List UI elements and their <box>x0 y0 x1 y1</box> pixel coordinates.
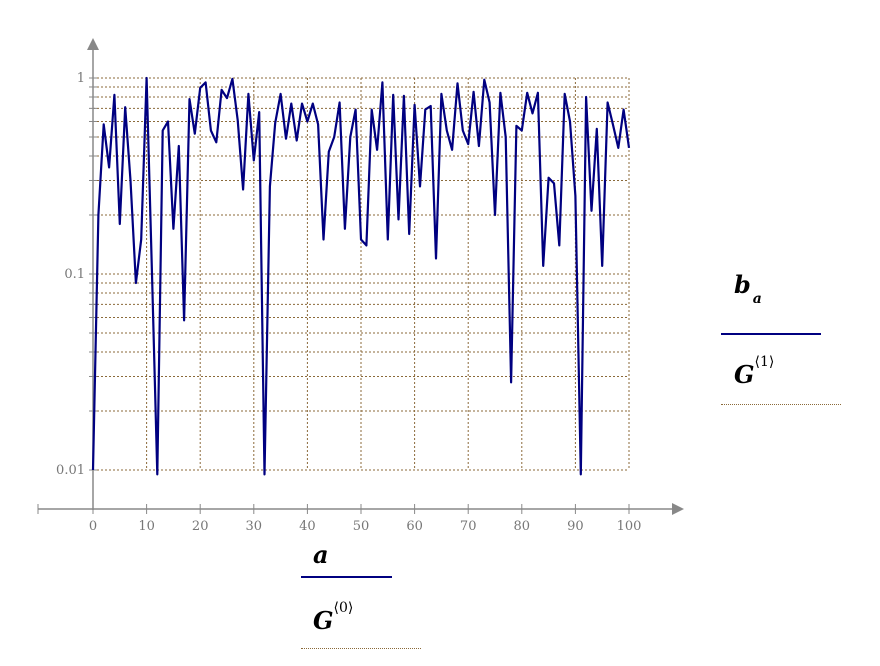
y-grid-superscript: ⟨1⟩ <box>754 354 775 370</box>
y-trace-label: b <box>734 270 751 299</box>
y-legend-trace-line <box>721 333 821 335</box>
svg-text:0.1: 0.1 <box>64 267 85 282</box>
svg-text:0.01: 0.01 <box>56 463 85 478</box>
x-legend-trace: a <box>313 540 329 569</box>
x-legend-grid: G⟨0⟩ <box>313 600 353 635</box>
y-legend-trace: ba <box>734 270 762 307</box>
svg-text:50: 50 <box>353 519 370 534</box>
grid-lines <box>89 77 630 471</box>
svg-text:90: 90 <box>567 519 584 534</box>
tick-labels: 0 10 20 30 40 50 60 70 80 90 100 0.01 0.1 1 <box>56 71 641 534</box>
x-trace-label: a <box>313 540 329 569</box>
y-legend-grid: G⟨1⟩ <box>734 354 774 389</box>
y-trace-subscript: a <box>752 291 762 308</box>
data-trace <box>91 76 631 476</box>
svg-text:70: 70 <box>460 519 477 534</box>
x-legend-trace-line <box>301 576 392 578</box>
svg-text:60: 60 <box>406 519 423 534</box>
svg-text:1: 1 <box>77 71 85 86</box>
svg-text:80: 80 <box>514 519 531 534</box>
x-grid-label: G <box>313 606 334 635</box>
x-grid-superscript: ⟨0⟩ <box>333 600 354 616</box>
svg-text:30: 30 <box>246 519 263 534</box>
svg-text:10: 10 <box>138 519 155 534</box>
x-legend-grid-line <box>301 648 421 649</box>
svg-text:20: 20 <box>192 519 209 534</box>
svg-text:100: 100 <box>617 519 642 534</box>
svg-text:40: 40 <box>299 519 316 534</box>
svg-text:0: 0 <box>89 519 97 534</box>
y-grid-label: G <box>734 360 755 389</box>
y-legend-grid-line <box>721 404 841 405</box>
